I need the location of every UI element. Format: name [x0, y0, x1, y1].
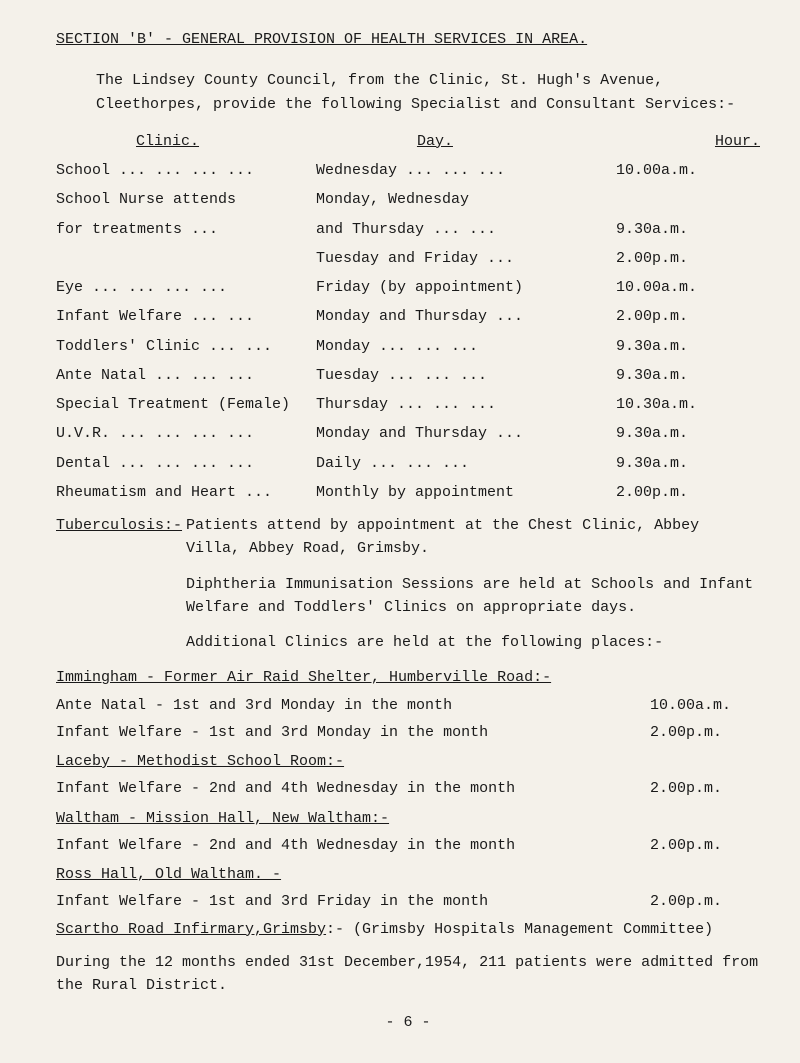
place-desc: Infant Welfare - 1st and 3rd Friday in t…	[56, 890, 650, 913]
hour-cell: 2.00p.m.	[616, 481, 760, 504]
place-desc: Infant Welfare - 1st and 3rd Monday in t…	[56, 721, 650, 744]
place-row: Ante Natal - 1st and 3rd Monday in the m…	[56, 694, 760, 717]
clinic-cell: Special Treatment (Female)	[56, 393, 316, 416]
hour-cell	[616, 188, 760, 211]
place-heading-text: Laceby - Methodist School Room:-	[56, 753, 344, 770]
tb-label: Tuberculosis:-	[56, 517, 182, 534]
place-time: 10.00a.m.	[650, 694, 760, 717]
schedule-row: Toddlers' Clinic ... ...Monday ... ... .…	[56, 335, 760, 358]
hour-cell: 9.30a.m.	[616, 218, 760, 241]
clinic-cell: Toddlers' Clinic ... ...	[56, 335, 316, 358]
closing-paragraph: During the 12 months ended 31st December…	[56, 951, 760, 998]
schedule-row: Dental ... ... ... ...Daily ... ... ...9…	[56, 452, 760, 475]
place-heading-text: Immingham - Former Air Raid Shelter, Hum…	[56, 669, 551, 686]
schedule-row: Tuesday and Friday ...2.00p.m.	[56, 247, 760, 270]
schedule-row: School Nurse attendsMonday, Wednesday	[56, 188, 760, 211]
tb-p2: Diphtheria Immunisation Sessions are hel…	[186, 573, 760, 620]
schedule-row: for treatments ...and Thursday ... ...9.…	[56, 218, 760, 241]
page-number: - 6 -	[56, 1011, 760, 1034]
place-heading: Waltham - Mission Hall, New Waltham:-	[56, 807, 760, 830]
day-cell: Friday (by appointment)	[316, 276, 616, 299]
place-time: 2.00p.m.	[650, 834, 760, 857]
tuberculosis-block: Tuberculosis:- Patients attend by appoin…	[56, 514, 760, 654]
day-cell: Tuesday ... ... ...	[316, 364, 616, 387]
places-list: Immingham - Former Air Raid Shelter, Hum…	[56, 666, 760, 913]
clinic-cell: Infant Welfare ... ...	[56, 305, 316, 328]
intro-paragraph: The Lindsey County Council, from the Cli…	[96, 69, 760, 116]
schedule-row: U.V.R. ... ... ... ...Monday and Thursda…	[56, 422, 760, 445]
schedule-row: Rheumatism and Heart ...Monthly by appoi…	[56, 481, 760, 504]
schedule-row: Infant Welfare ... ...Monday and Thursda…	[56, 305, 760, 328]
scartho-lead: Scartho Road Infirmary,Grimsby	[56, 921, 326, 938]
tb-p1: Patients attend by appointment at the Ch…	[186, 514, 760, 561]
hour-cell: 9.30a.m.	[616, 335, 760, 358]
place-heading-text: Waltham - Mission Hall, New Waltham:-	[56, 810, 389, 827]
clinic-cell: Dental ... ... ... ...	[56, 452, 316, 475]
day-cell: and Thursday ... ...	[316, 218, 616, 241]
day-cell: Monday and Thursday ...	[316, 422, 616, 445]
clinic-cell: for treatments ...	[56, 218, 316, 241]
header-day: Day.	[417, 133, 453, 150]
clinic-cell: Eye ... ... ... ...	[56, 276, 316, 299]
clinic-cell: Rheumatism and Heart ...	[56, 481, 316, 504]
place-heading: Immingham - Former Air Raid Shelter, Hum…	[56, 666, 760, 689]
clinic-cell: School ... ... ... ...	[56, 159, 316, 182]
scartho-line: Scartho Road Infirmary,Grimsby:- (Grimsb…	[56, 918, 760, 941]
clinic-cell	[56, 247, 316, 270]
day-cell: Tuesday and Friday ...	[316, 247, 616, 270]
place-heading-text: Ross Hall, Old Waltham. -	[56, 866, 281, 883]
day-cell: Daily ... ... ...	[316, 452, 616, 475]
hour-cell: 2.00p.m.	[616, 305, 760, 328]
place-time: 2.00p.m.	[650, 777, 760, 800]
hour-cell: 9.30a.m.	[616, 364, 760, 387]
section-title: SECTION 'B' - GENERAL PROVISION OF HEALT…	[56, 31, 587, 48]
place-desc: Ante Natal - 1st and 3rd Monday in the m…	[56, 694, 650, 717]
clinic-cell: School Nurse attends	[56, 188, 316, 211]
hour-cell: 10.00a.m.	[616, 159, 760, 182]
schedule-row: Ante Natal ... ... ...Tuesday ... ... ..…	[56, 364, 760, 387]
day-cell: Monday ... ... ...	[316, 335, 616, 358]
day-cell: Monday, Wednesday	[316, 188, 616, 211]
place-row: Infant Welfare - 1st and 3rd Friday in t…	[56, 890, 760, 913]
day-cell: Monthly by appointment	[316, 481, 616, 504]
place-desc: Infant Welfare - 2nd and 4th Wednesday i…	[56, 834, 650, 857]
day-cell: Monday and Thursday ...	[316, 305, 616, 328]
place-heading: Ross Hall, Old Waltham. -	[56, 863, 760, 886]
place-time: 2.00p.m.	[650, 721, 760, 744]
place-row: Infant Welfare - 1st and 3rd Monday in t…	[56, 721, 760, 744]
schedule-row: Special Treatment (Female)Thursday ... .…	[56, 393, 760, 416]
tb-p3: Additional Clinics are held at the follo…	[186, 631, 760, 654]
clinic-cell: Ante Natal ... ... ...	[56, 364, 316, 387]
place-row: Infant Welfare - 2nd and 4th Wednesday i…	[56, 834, 760, 857]
header-hour: Hour.	[715, 133, 760, 150]
schedule-row: Eye ... ... ... ...Friday (by appointmen…	[56, 276, 760, 299]
schedule-header: Clinic. Day. Hour.	[56, 130, 760, 153]
schedule-table: School ... ... ... ...Wednesday ... ... …	[56, 159, 760, 504]
day-cell: Wednesday ... ... ...	[316, 159, 616, 182]
header-clinic: Clinic.	[136, 133, 199, 150]
schedule-row: School ... ... ... ...Wednesday ... ... …	[56, 159, 760, 182]
hour-cell: 10.30a.m.	[616, 393, 760, 416]
place-heading: Laceby - Methodist School Room:-	[56, 750, 760, 773]
place-time: 2.00p.m.	[650, 890, 760, 913]
day-cell: Thursday ... ... ...	[316, 393, 616, 416]
hour-cell: 9.30a.m.	[616, 422, 760, 445]
place-row: Infant Welfare - 2nd and 4th Wednesday i…	[56, 777, 760, 800]
place-desc: Infant Welfare - 2nd and 4th Wednesday i…	[56, 777, 650, 800]
clinic-cell: U.V.R. ... ... ... ...	[56, 422, 316, 445]
scartho-tail: :- (Grimsby Hospitals Management Committ…	[326, 921, 713, 938]
hour-cell: 2.00p.m.	[616, 247, 760, 270]
hour-cell: 10.00a.m.	[616, 276, 760, 299]
hour-cell: 9.30a.m.	[616, 452, 760, 475]
